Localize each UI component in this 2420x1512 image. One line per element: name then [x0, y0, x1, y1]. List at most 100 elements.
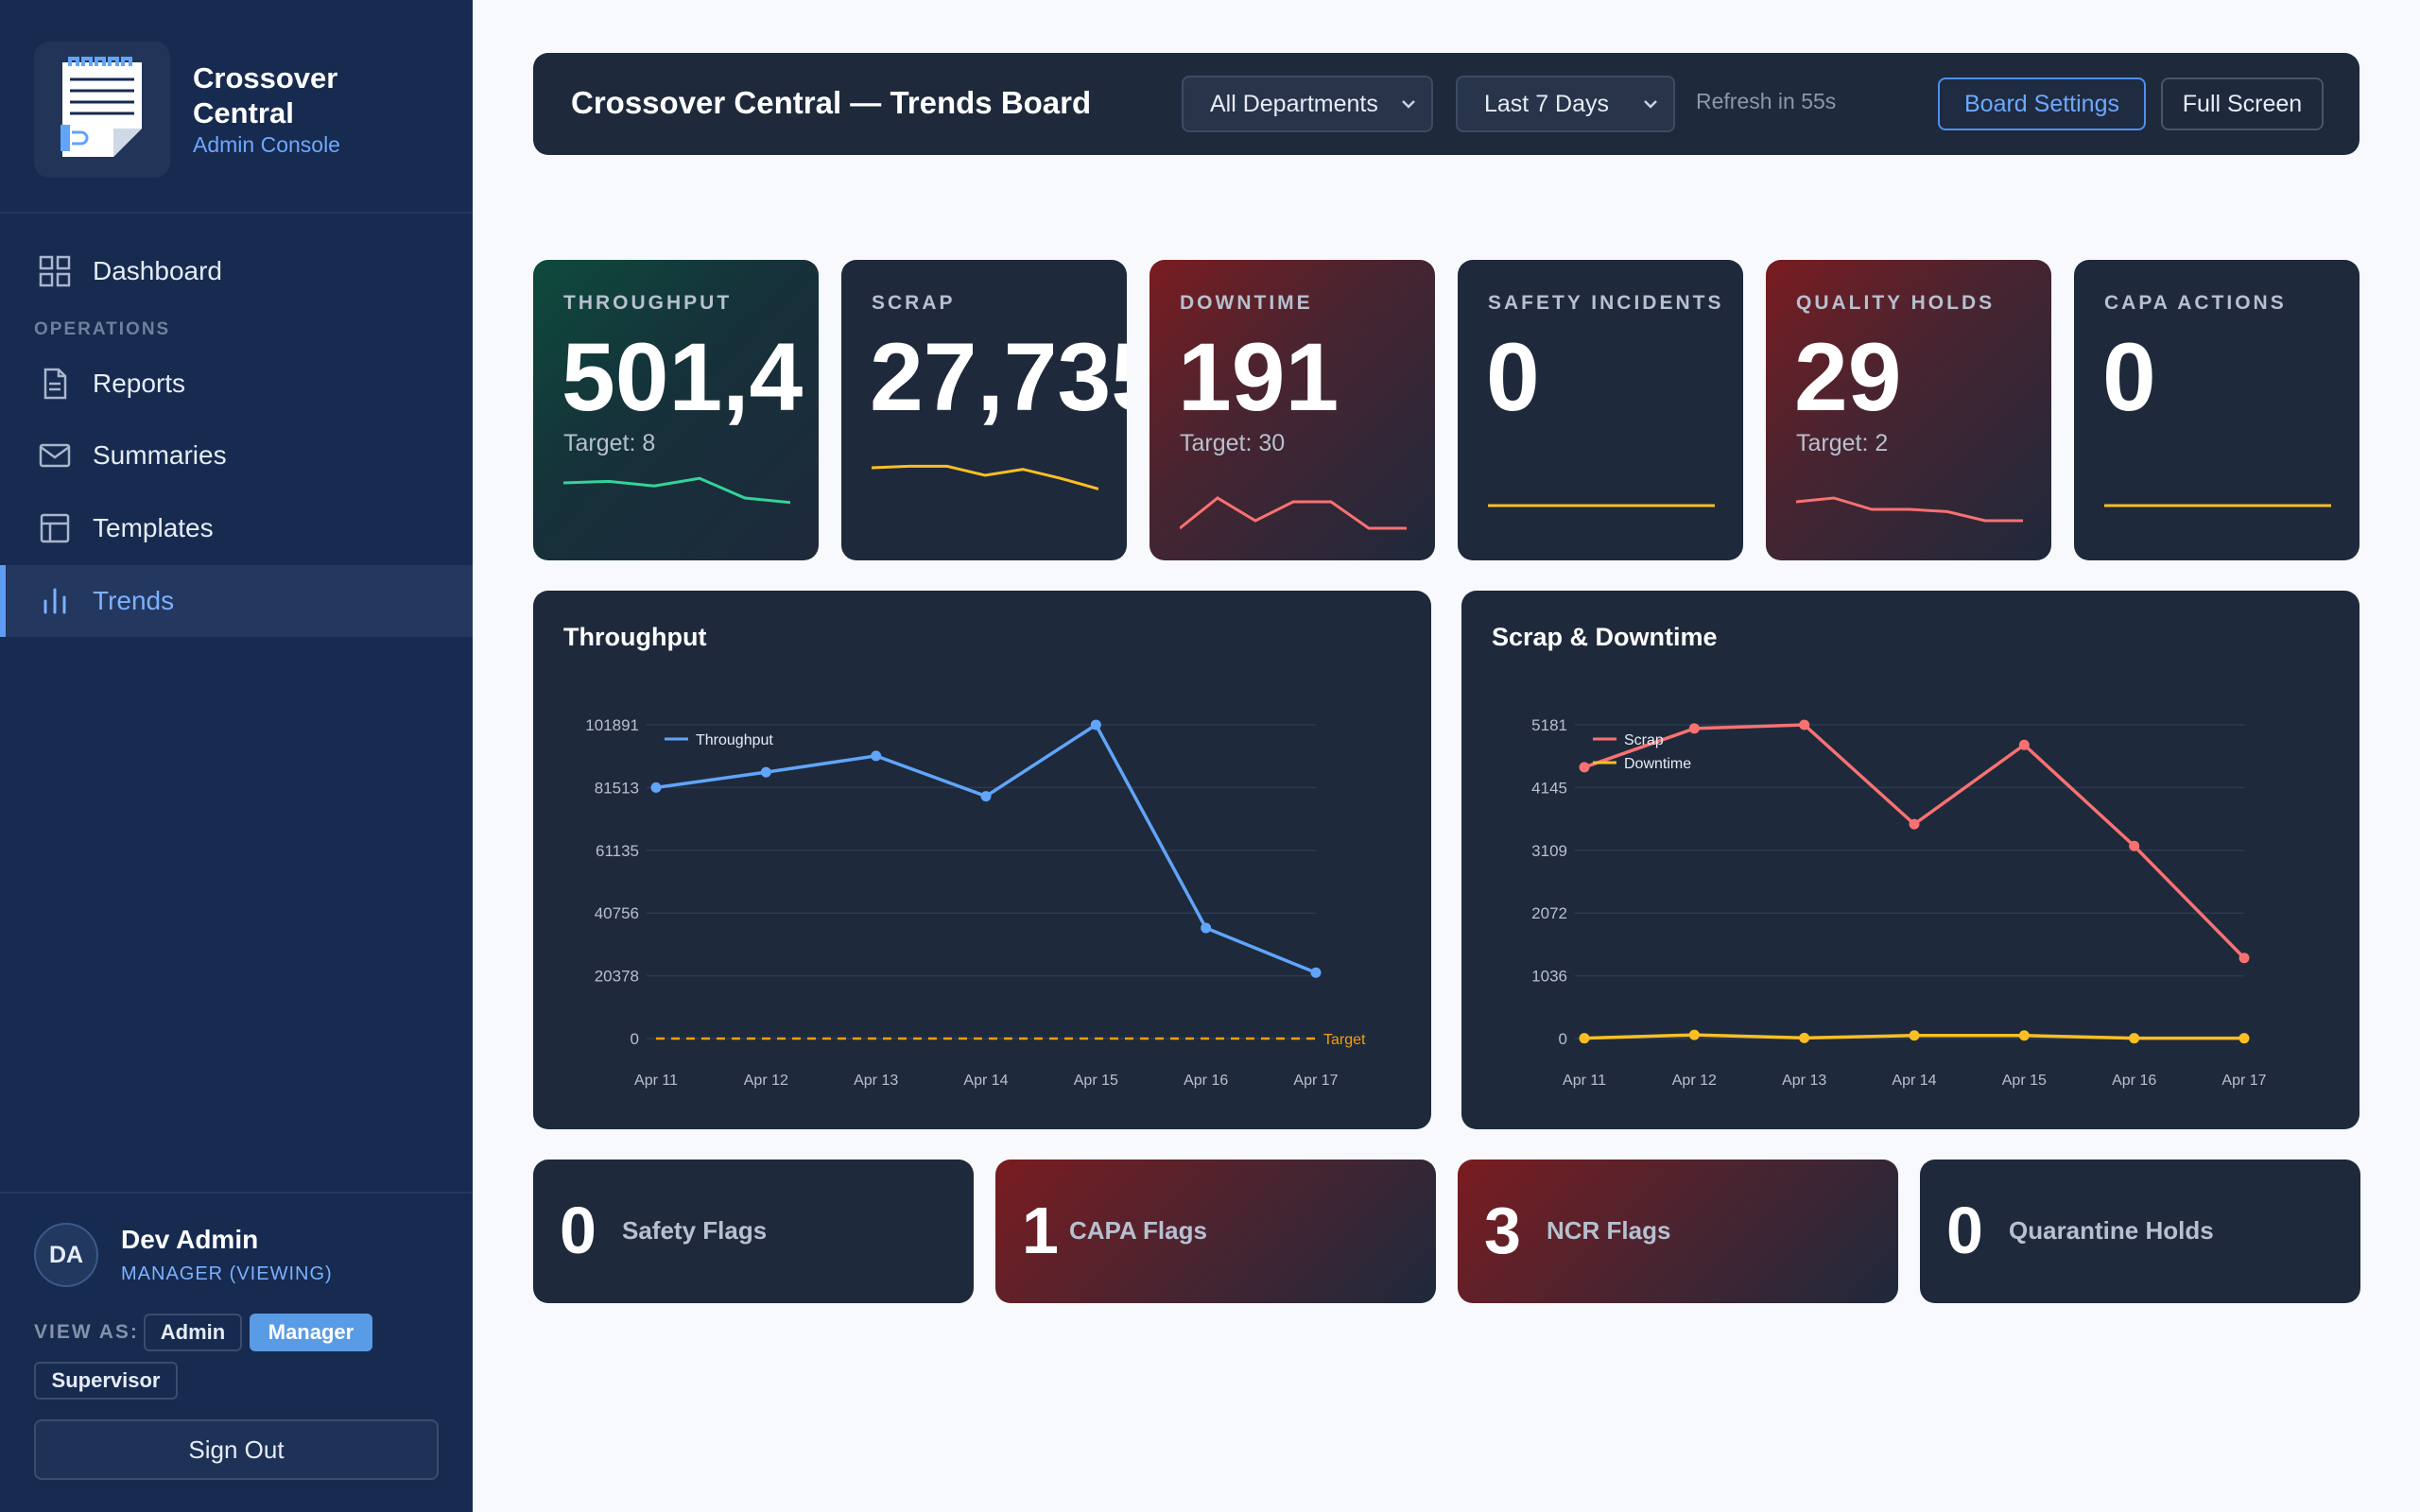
sidebar: Crossover Central Admin Console Dashboar…	[0, 0, 473, 1512]
sparkline-path	[1796, 496, 2023, 523]
flag-count: 3	[1484, 1194, 1521, 1267]
role-admin-button[interactable]: Admin	[144, 1314, 242, 1351]
data-point	[2018, 739, 2030, 750]
kpi-card-throughput[interactable]: THROUGHPUT 501,4 Target: 8	[533, 260, 819, 560]
kpi-card-quality-holds[interactable]: QUALITY HOLDS 29 Target: 2	[1766, 260, 2051, 560]
chevron-down-icon	[1644, 100, 1657, 109]
sparkline-path	[563, 476, 790, 505]
range-select[interactable]: Last 7 Days	[1456, 76, 1675, 132]
sparkline	[563, 476, 790, 505]
kpi-target: Target: 8	[563, 430, 656, 456]
x-tick-label: Apr 16	[1184, 1073, 1228, 1089]
x-tick-label: Apr 11	[1563, 1073, 1606, 1089]
sidebar-item-dashboard[interactable]: Dashboard	[0, 235, 473, 307]
kpi-card-scrap[interactable]: SCRAP 27,735	[841, 260, 1127, 560]
kpi-target: Target: 2	[1796, 430, 1889, 456]
notepad-logo-icon	[34, 42, 170, 178]
kpi-value: 0	[2102, 323, 2156, 431]
bar-chart-icon	[43, 588, 66, 614]
scrap-downtime-chart: 0 1036 2072 3109 4145 5181 Apr 11 Apr 12 Apr 13 A…	[1531, 716, 2267, 1089]
x-tick-label: Apr 14	[963, 1073, 1008, 1089]
legend-label: Downtime	[1624, 756, 1691, 772]
data-point	[1090, 719, 1101, 730]
sidebar-item-label: Trends	[93, 586, 175, 615]
data-point	[1799, 1032, 1810, 1043]
department-select[interactable]: All Departments	[1182, 76, 1433, 132]
x-tick-label: Apr 12	[744, 1073, 788, 1089]
x-tick-label: Apr 12	[1672, 1073, 1717, 1089]
kpi-target: Target: 30	[1180, 430, 1286, 456]
data-point	[2018, 1030, 2030, 1041]
x-tick-label: Apr 13	[854, 1073, 898, 1089]
sidebar-item-label: Dashboard	[93, 256, 222, 285]
kpi-value: 0	[1486, 323, 1540, 431]
x-tick-label: Apr 17	[1293, 1073, 1338, 1089]
flag-count: 0	[1946, 1194, 1983, 1267]
data-point	[1201, 922, 1212, 934]
kpi-card-capa-actions[interactable]: CAPA ACTIONS 0	[2074, 260, 2360, 560]
department-select-value: All Departments	[1210, 90, 1378, 117]
sparkline	[872, 464, 1098, 490]
role-manager-button[interactable]: Manager	[250, 1314, 372, 1351]
sidebar-item-reports[interactable]: Reports	[0, 348, 473, 420]
chart-title: Scrap & Downtime	[1492, 623, 1718, 651]
flag-card-ncr[interactable]: 3 NCR Flags	[1458, 1160, 1898, 1303]
legend-label: Throughput	[696, 732, 773, 748]
chart-title: Throughput	[563, 623, 707, 651]
data-point	[1579, 762, 1590, 773]
full-screen-button[interactable]: Full Screen	[2161, 77, 2324, 130]
kpi-label: QUALITY HOLDS	[1796, 292, 1996, 314]
x-tick-label: Apr 13	[1782, 1073, 1826, 1089]
brand-subtitle: Admin Console	[193, 132, 340, 157]
board-settings-button[interactable]: Board Settings	[1938, 77, 2146, 130]
kpi-card-downtime[interactable]: DOWNTIME 191 Target: 30	[1150, 260, 1435, 560]
y-tick-label: 4145	[1531, 779, 1567, 797]
sign-out-button[interactable]: Sign Out	[34, 1419, 439, 1480]
y-tick-label: 5181	[1531, 716, 1567, 734]
x-tick-label: Apr 16	[2112, 1073, 2156, 1089]
flag-label: CAPA Flags	[1069, 1216, 1207, 1245]
kpi-label: SCRAP	[872, 292, 956, 314]
role-supervisor-button[interactable]: Supervisor	[34, 1362, 178, 1400]
brand: Crossover Central Admin Console	[34, 42, 450, 180]
y-tick-label: 101891	[585, 716, 639, 734]
y-tick-label: 61135	[596, 842, 639, 860]
flag-label: Quarantine Holds	[2009, 1216, 2214, 1245]
target-label: Target	[1323, 1032, 1366, 1048]
kpi-label: DOWNTIME	[1180, 292, 1313, 314]
kpi-card-safety-incidents[interactable]: SAFETY INCIDENTS 0	[1458, 260, 1743, 560]
throughput-chart: 0 20378 40756 61135 81513 101891 Apr 11 Apr 12 A…	[585, 716, 1366, 1089]
flag-card-safety[interactable]: 0 Safety Flags	[533, 1160, 974, 1303]
x-tick-label: Apr 17	[2221, 1073, 2266, 1089]
active-indicator	[0, 565, 6, 637]
x-tick-label: Apr 14	[1892, 1073, 1936, 1089]
y-tick-label: 0	[1559, 1030, 1567, 1048]
kpi-label: THROUGHPUT	[563, 292, 733, 314]
sidebar-item-label: Templates	[93, 513, 214, 542]
refresh-countdown: Refresh in 55s	[1696, 89, 1837, 113]
y-tick-label: 20378	[595, 968, 639, 986]
sidebar-item-summaries[interactable]: Summaries	[0, 420, 473, 491]
data-point	[2129, 1033, 2140, 1044]
y-tick-label: 40756	[595, 904, 639, 922]
header-bar: Crossover Central — Trends Board All Dep…	[533, 53, 2360, 155]
mail-icon	[39, 443, 71, 468]
sidebar-item-trends[interactable]: Trends	[0, 565, 473, 637]
series-line	[655, 722, 1317, 974]
sparkline	[1488, 504, 1715, 507]
data-point	[1579, 1033, 1590, 1044]
kpi-value: 191	[1178, 323, 1340, 431]
flag-card-capa[interactable]: 1 CAPA Flags	[995, 1160, 1436, 1303]
divider	[0, 1192, 473, 1194]
sidebar-item-templates[interactable]: Templates	[0, 492, 473, 564]
flag-card-quarantine[interactable]: 0 Quarantine Holds	[1920, 1160, 2360, 1303]
y-tick-label: 2072	[1531, 904, 1567, 922]
brand-name: Crossover Central	[193, 61, 338, 129]
data-point	[1799, 719, 1810, 730]
flag-count: 1	[1022, 1194, 1059, 1267]
sparkline	[1180, 496, 1407, 530]
divider	[0, 212, 473, 214]
sparkline	[2104, 504, 2331, 507]
data-point	[2238, 1033, 2250, 1044]
sidebar-item-label: Summaries	[93, 440, 227, 470]
